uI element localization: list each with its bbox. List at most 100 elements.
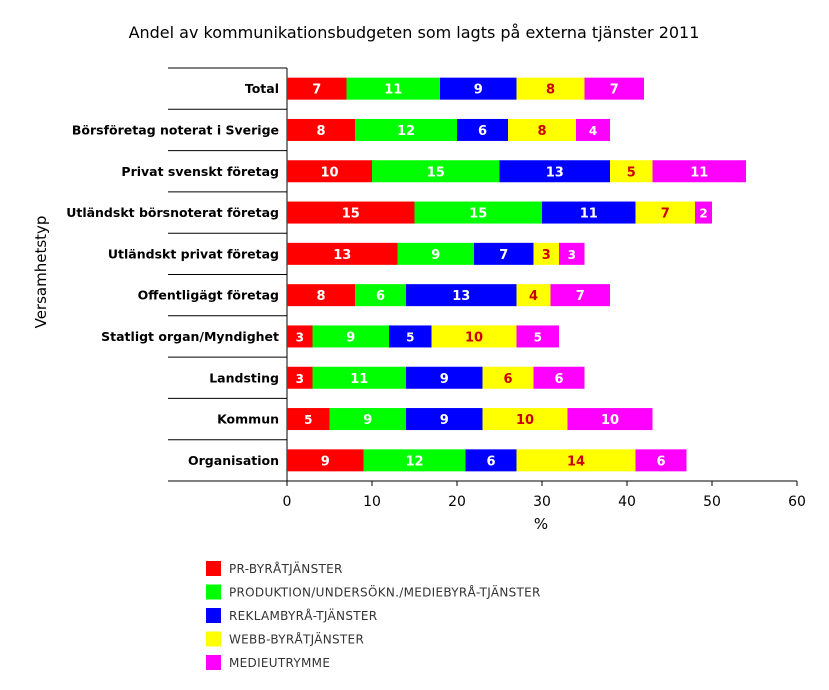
bar-segment xyxy=(499,160,610,183)
bar-segment xyxy=(652,160,746,183)
bar-value-label: 6 xyxy=(554,372,563,387)
category-label: Börsföretag noterat i Sverige xyxy=(72,122,279,137)
bar-value-label: 7 xyxy=(499,248,508,263)
x-tick-label: 60 xyxy=(788,494,806,510)
legend-label: PR-BYRÅTJÄNSTER xyxy=(229,561,343,576)
bar-value-label: 6 xyxy=(656,454,665,469)
x-axis-title: % xyxy=(534,515,548,533)
bar-segment xyxy=(542,201,636,224)
bar-segment xyxy=(312,366,406,389)
bar-value-label: 2 xyxy=(699,207,707,221)
bar-segment xyxy=(406,366,483,389)
x-tick-label: 10 xyxy=(363,494,381,510)
bar-value-label: 5 xyxy=(534,330,542,344)
bar-value-label: 11 xyxy=(690,165,708,180)
x-tick-label: 30 xyxy=(533,494,551,510)
bar-segment xyxy=(457,118,508,141)
bar-segment xyxy=(312,325,389,348)
bar-segment xyxy=(287,366,313,389)
category-label: Landsting xyxy=(209,370,279,385)
legend-swatch xyxy=(206,584,221,600)
legend-label: WEBB-BYRÅTJÄNSTER xyxy=(229,632,364,647)
bar-segment xyxy=(355,284,406,307)
category-label: Organisation xyxy=(188,453,279,468)
category-label: Total xyxy=(245,81,279,96)
bar-value-label: 7 xyxy=(576,289,585,304)
bar-segment xyxy=(431,325,517,348)
axes: 0 10 20 30 40 50 60 Total Börsföretag noterat i … xyxy=(66,67,806,510)
bar-value-label: 10 xyxy=(465,330,483,345)
category-label: Statligt organ/Myndighet xyxy=(101,329,279,344)
bar-value-label: 7 xyxy=(312,83,321,98)
bar-segment xyxy=(533,242,559,265)
category-label: Offentligägt företag xyxy=(138,288,279,303)
bar-segment xyxy=(355,118,457,141)
bar-segment xyxy=(482,366,534,389)
bar-value-label: 5 xyxy=(406,330,414,344)
bar-segment xyxy=(567,408,653,431)
bar-segment xyxy=(516,325,559,348)
x-tick-label: 0 xyxy=(283,494,292,510)
bar-segment xyxy=(516,449,636,472)
bar-value-label: 3 xyxy=(542,248,551,263)
bar-segment xyxy=(635,449,687,472)
bar-value-label: 8 xyxy=(316,124,325,139)
bar-value-label: 8 xyxy=(537,124,546,139)
bar-segment xyxy=(550,284,610,307)
bar-segment xyxy=(287,160,372,183)
legend-label: REKLAMBYRÅ-TJÄNSTER xyxy=(229,608,377,623)
bar-value-label: 13 xyxy=(452,289,470,304)
bar-value-label: 3 xyxy=(296,330,304,344)
bar-segment xyxy=(508,118,576,141)
bar-value-label: 3 xyxy=(568,248,576,262)
bar-value-label: 8 xyxy=(546,83,555,98)
bar-segment xyxy=(287,284,355,307)
bar-value-label: 13 xyxy=(333,248,351,263)
bar-value-label: 9 xyxy=(440,372,449,387)
bar-segment xyxy=(635,201,695,224)
bar-value-label: 13 xyxy=(546,165,564,180)
bar-segment xyxy=(406,284,517,307)
legend-swatch xyxy=(206,608,221,623)
bar-value-label: 9 xyxy=(321,454,330,469)
bar-segment xyxy=(389,325,432,348)
bar-value-label: 10 xyxy=(601,413,619,428)
bar-value-label: 7 xyxy=(661,207,670,222)
bar-value-label: 12 xyxy=(405,454,423,469)
legend-swatch xyxy=(206,561,221,576)
bar-value-label: 11 xyxy=(384,83,402,98)
legend: PR-BYRÅTJÄNSTER PRODUKTION/UNDERSÖKN./MED… xyxy=(206,561,541,670)
bar-value-label: 8 xyxy=(316,289,325,304)
bar-value-label: 14 xyxy=(567,454,585,469)
bar-value-label: 6 xyxy=(478,124,487,139)
bar-value-label: 7 xyxy=(610,83,619,98)
category-label: Utländskt börsnoterat företag xyxy=(66,205,279,220)
y-axis-title: Versamhetstyp xyxy=(32,216,50,329)
legend-swatch xyxy=(206,631,221,647)
bar-value-label: 15 xyxy=(427,165,445,180)
bar-segment xyxy=(474,242,534,265)
x-tick-label: 40 xyxy=(618,494,636,510)
bar-segment xyxy=(287,77,347,100)
bar-segment xyxy=(559,242,585,265)
bar-value-label: 4 xyxy=(589,124,597,138)
category-label: Privat svenskt företag xyxy=(121,164,279,179)
bar-value-label: 9 xyxy=(474,83,483,98)
bar-value-label: 15 xyxy=(469,207,487,222)
bar-segment xyxy=(287,242,398,265)
bar-value-label: 6 xyxy=(503,372,512,387)
legend-label: PRODUKTION/UNDERSÖKN./MEDIEBYRÅ-TJÄNSTER xyxy=(229,584,541,600)
bar-segment xyxy=(440,77,517,100)
bar-segment xyxy=(287,325,313,348)
bar-segment xyxy=(516,77,585,100)
bar-value-label: 9 xyxy=(363,413,372,428)
bar-value-label: 6 xyxy=(376,289,385,304)
bar-segment xyxy=(363,449,466,472)
bars: 7 11 9 8 7 8 12 6 8 4 10 15 13 5 11 15 15 11 7 2 13 9 7 3 3 8 6 13 4… xyxy=(287,77,746,472)
bar-segment xyxy=(516,284,551,307)
bar-segment xyxy=(576,118,610,141)
bar-value-label: 11 xyxy=(580,207,598,222)
bar-value-label: 5 xyxy=(627,165,636,180)
category-label: Kommun xyxy=(217,412,279,427)
x-tick-label: 50 xyxy=(703,494,721,510)
